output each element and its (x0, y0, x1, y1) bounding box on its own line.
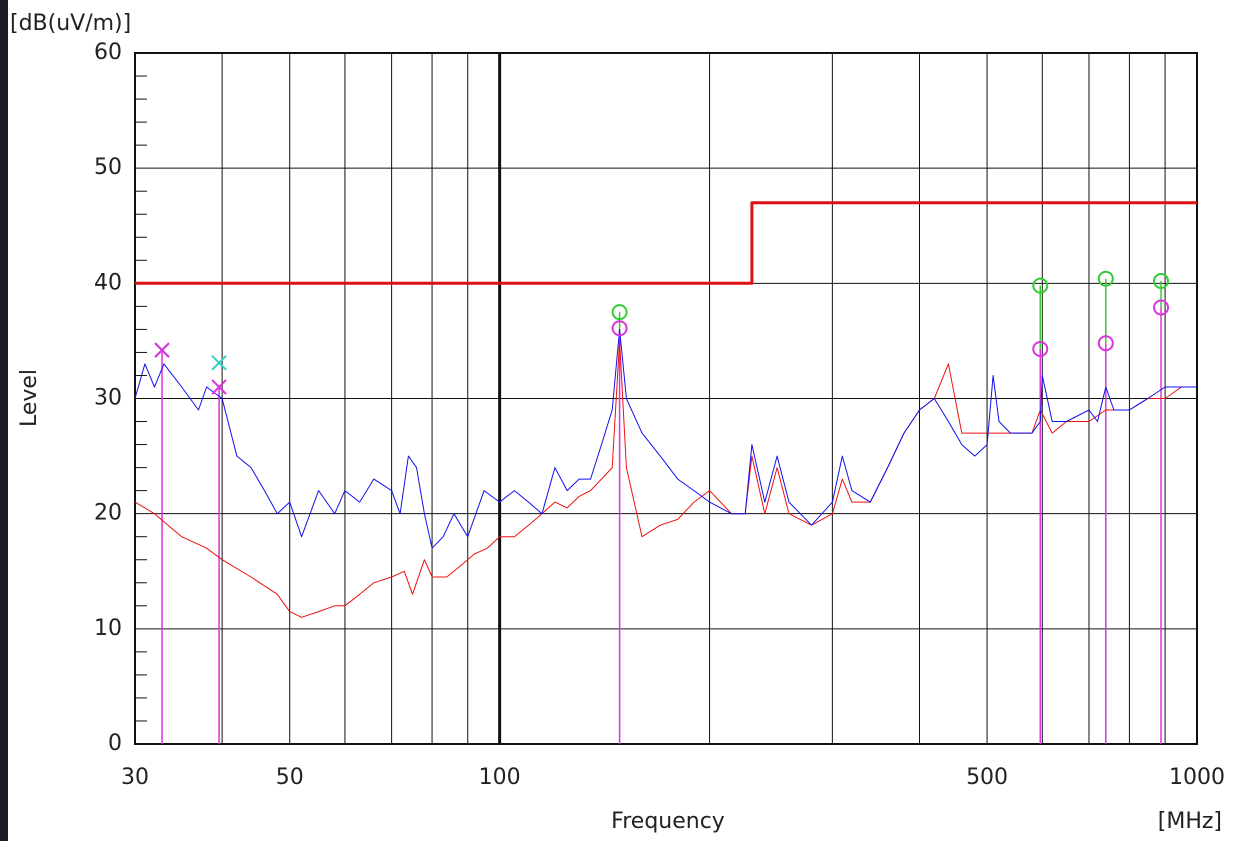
x-tick-label: 1000 (1169, 765, 1225, 790)
x-tick-label: 50 (276, 765, 304, 790)
y-tick-label: 30 (94, 386, 122, 411)
y-tick-label: 20 (94, 501, 122, 526)
marker (611, 304, 628, 321)
x-unit: [MHz] (1158, 809, 1222, 834)
x-tick-label: 30 (121, 765, 149, 790)
marker (1032, 340, 1049, 357)
marker (611, 320, 628, 337)
marker (1097, 335, 1114, 352)
series-line (135, 201, 1197, 285)
y-tick-label: 60 (94, 40, 122, 65)
x-label: Frequency (611, 809, 725, 834)
y-tick-label: 0 (108, 731, 122, 756)
marker (1153, 299, 1170, 316)
series-line (134, 328, 1197, 549)
left-edge (0, 0, 8, 841)
y-tick-label: 40 (94, 270, 122, 295)
marker (211, 379, 227, 395)
marker (1032, 277, 1049, 294)
marker (1097, 270, 1114, 287)
x-tick-label: 100 (479, 765, 521, 790)
y-tick-label: 10 (94, 616, 122, 641)
marker (154, 342, 170, 358)
y-label: Level (17, 369, 42, 427)
marker (1153, 273, 1170, 290)
x-tick-label: 500 (966, 765, 1008, 790)
marker (211, 355, 227, 371)
y-unit: [dB(uV/m)] (10, 11, 131, 36)
y-tick-label: 50 (94, 155, 122, 180)
